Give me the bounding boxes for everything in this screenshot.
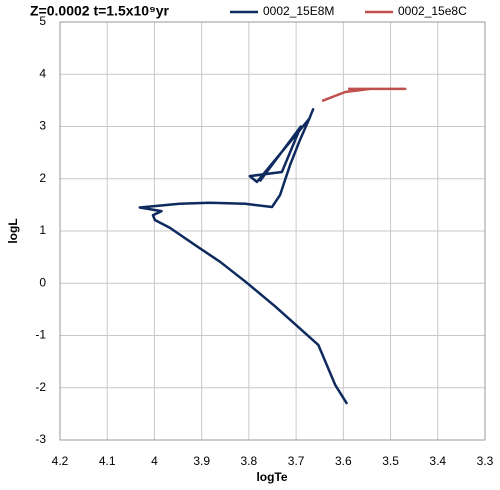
- y-tick-label: 0: [39, 275, 46, 289]
- x-tick-label: 3.5: [382, 454, 399, 468]
- y-tick-label: 5: [39, 14, 46, 28]
- chart-title: Z=0.0002 t=1.5x10⁹yr: [30, 3, 170, 19]
- y-tick-label: -2: [35, 380, 46, 394]
- plot-border: [59, 21, 486, 441]
- x-tick-label: 3.4: [429, 454, 446, 468]
- series-line: [321, 87, 407, 103]
- series-line: [138, 108, 349, 405]
- y-axis-label: logL: [6, 218, 20, 243]
- legend-label: 0002_15e8C: [398, 4, 467, 18]
- y-tick-label: -3: [35, 432, 46, 446]
- y-tick-label: 3: [39, 119, 46, 133]
- x-tick-label: 3.7: [288, 454, 305, 468]
- x-axis-label: logTe: [256, 470, 287, 484]
- x-tick-label: 4.1: [99, 454, 116, 468]
- y-tick-label: 2: [39, 171, 46, 185]
- x-tick-label: 4: [151, 454, 158, 468]
- y-tick-label: 1: [39, 223, 46, 237]
- x-tick-label: 4.2: [52, 454, 69, 468]
- legend-label: 0002_15E8M: [263, 4, 334, 18]
- x-tick-label: 3.8: [241, 454, 258, 468]
- x-tick-label: 3.9: [193, 454, 210, 468]
- y-tick-label: -1: [35, 328, 46, 342]
- y-tick-label: 4: [39, 66, 46, 80]
- x-tick-label: 3.6: [335, 454, 352, 468]
- x-tick-label: 3.3: [477, 454, 494, 468]
